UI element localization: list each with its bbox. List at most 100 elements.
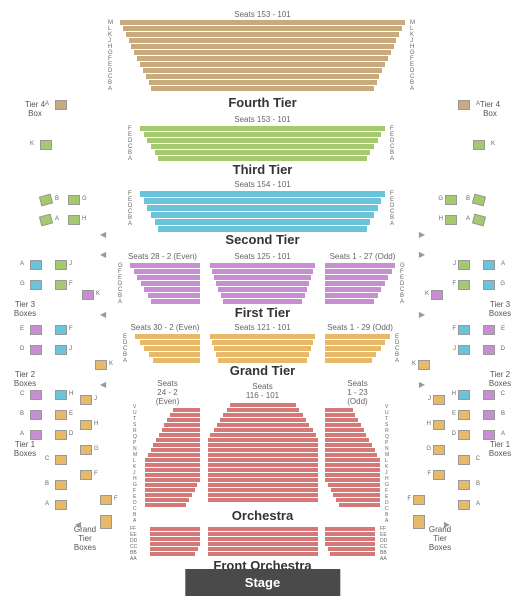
grand-box-b-left[interactable]: [55, 480, 67, 490]
grand-box-j-right[interactable]: [433, 395, 445, 405]
third-tier-rows-left: FEDCBA: [128, 126, 132, 162]
orch-box-f-right[interactable]: [413, 495, 425, 505]
tier4-box-left-a[interactable]: [55, 100, 67, 110]
tier2-box-h-right[interactable]: [458, 390, 470, 400]
grand-box-c-left[interactable]: [55, 455, 67, 465]
first-tier-seats-center: Seats 125 - 101: [215, 252, 310, 261]
second-tier-rows-right: FEDCBA: [390, 191, 394, 227]
tier3-box-h-right[interactable]: [445, 215, 457, 225]
first-box-d-left[interactable]: [30, 345, 42, 355]
second-tier-label: Second Tier: [0, 232, 525, 247]
grand-box-k-right[interactable]: [418, 360, 430, 370]
orchestra-rows-left: VUTSRQPNMLKJHGFEDCBA: [133, 405, 137, 525]
tier3-box-a-right[interactable]: [472, 214, 486, 227]
first-tier-left[interactable]: [130, 263, 200, 305]
tier3-box-k-left[interactable]: [40, 140, 52, 150]
grand-box-g-right[interactable]: [433, 445, 445, 455]
orch-box-f-left[interactable]: [100, 495, 112, 505]
tier2-box-j-left[interactable]: [55, 345, 67, 355]
first-box-k-left[interactable]: [82, 290, 94, 300]
second-tier-rows-left: FEDCBA: [128, 191, 132, 227]
first-tier-right[interactable]: [325, 263, 395, 305]
first-box-b-right[interactable]: [483, 410, 495, 420]
first-box-e-right[interactable]: [483, 325, 495, 335]
first-box-a-right[interactable]: [483, 430, 495, 440]
third-tier-seats: Seats 153 - 101: [0, 115, 525, 124]
front-orchestra-left[interactable]: [150, 527, 200, 557]
grand-box-a-left[interactable]: [55, 500, 67, 510]
grand-box-g-left[interactable]: [80, 445, 92, 455]
tier2-box-g-left[interactable]: [30, 280, 42, 290]
tier1-left-label: Tier 1Boxes: [5, 440, 45, 458]
grand-box-j-left[interactable]: [80, 395, 92, 405]
grand-box-f-right[interactable]: [433, 470, 445, 480]
first-box-e-left[interactable]: [30, 325, 42, 335]
tier3-box-g-left[interactable]: [68, 195, 80, 205]
front-orchestra-right[interactable]: [325, 527, 375, 557]
tier2-box-f-right[interactable]: [458, 325, 470, 335]
arrow-icon: ◀: [100, 380, 106, 389]
tier3-box-b-right[interactable]: [472, 194, 486, 207]
first-box-b-left[interactable]: [30, 410, 42, 420]
tier4-box-right-a[interactable]: [458, 100, 470, 110]
orchestra-left[interactable]: [145, 408, 200, 508]
tier2-box-a-left[interactable]: [30, 260, 42, 270]
grand-box-e-left[interactable]: [55, 410, 67, 420]
grand-box-d-right[interactable]: [458, 430, 470, 440]
grand-box-bottom-left[interactable]: [100, 515, 112, 529]
third-tier-rows-right: FEDCBA: [390, 126, 394, 162]
grand-box-c-right[interactable]: [458, 455, 470, 465]
tier2-box-g-right[interactable]: [483, 280, 495, 290]
tier3-box-j-right[interactable]: [458, 260, 470, 270]
first-box-k-right[interactable]: [431, 290, 443, 300]
grand-box-b-right[interactable]: [458, 480, 470, 490]
second-tier-section[interactable]: [140, 191, 385, 233]
tier2-box-a-right[interactable]: [483, 260, 495, 270]
grand-box-f-left[interactable]: [80, 470, 92, 480]
first-box-c-right[interactable]: [483, 390, 495, 400]
first-box-c-left[interactable]: [30, 390, 42, 400]
tier3-box-g-right[interactable]: [445, 195, 457, 205]
first-tier-seats-left: Seats 28 - 2 (Even): [125, 252, 200, 261]
grand-boxes-right-label: GrandTierBoxes: [420, 525, 460, 552]
tier3-box-f-right[interactable]: [458, 280, 470, 290]
tier3-box-b-left[interactable]: [39, 194, 53, 207]
first-tier-rows-right: GFEDCBA: [400, 263, 405, 305]
grand-box-bottom-right[interactable]: [413, 515, 425, 529]
third-tier-section[interactable]: [140, 126, 385, 162]
stage: Stage: [185, 569, 340, 596]
orchestra-seats-center: Seats116 - 101: [225, 383, 300, 401]
front-orchestra-center[interactable]: [208, 527, 318, 557]
grand-box-a-right[interactable]: [458, 500, 470, 510]
first-box-a-left[interactable]: [30, 430, 42, 440]
orchestra-center[interactable]: [208, 403, 318, 503]
tier3-box-h-left[interactable]: [68, 215, 80, 225]
tier2-right-label: Tier 2Boxes: [480, 370, 520, 388]
grand-box-h-right[interactable]: [433, 420, 445, 430]
first-box-d-right[interactable]: [483, 345, 495, 355]
grand-box-h-left[interactable]: [80, 420, 92, 430]
grand-tier-center[interactable]: [210, 334, 315, 364]
arrow-icon: ▶: [419, 230, 425, 239]
tier3-box-k-right[interactable]: [473, 140, 485, 150]
tier3-box-a-left[interactable]: [39, 214, 53, 227]
orchestra-right[interactable]: [325, 408, 380, 508]
third-tier-label: Third Tier: [0, 162, 525, 177]
fourth-tier-section[interactable]: [120, 20, 405, 92]
arrow-icon: ▶: [444, 520, 450, 529]
tier2-box-j-right[interactable]: [458, 345, 470, 355]
grand-tier-right[interactable]: [325, 334, 390, 364]
tier2-box-f-left[interactable]: [55, 325, 67, 335]
tier3-box-f-left[interactable]: [55, 280, 67, 290]
tier2-box-h-left[interactable]: [55, 390, 67, 400]
grand-boxes-left-label: GrandTierBoxes: [65, 525, 105, 552]
grand-tier-left[interactable]: [135, 334, 200, 364]
grand-box-k-left[interactable]: [95, 360, 107, 370]
grand-box-e-right[interactable]: [458, 410, 470, 420]
orchestra-rows-right: VUTSRQPNMLKJHGFEDCBA: [385, 405, 389, 525]
arrow-icon: ◀: [75, 520, 81, 529]
arrow-icon: ▶: [419, 380, 425, 389]
tier3-box-j-left[interactable]: [55, 260, 67, 270]
grand-box-d-left[interactable]: [55, 430, 67, 440]
first-tier-center[interactable]: [210, 263, 315, 305]
